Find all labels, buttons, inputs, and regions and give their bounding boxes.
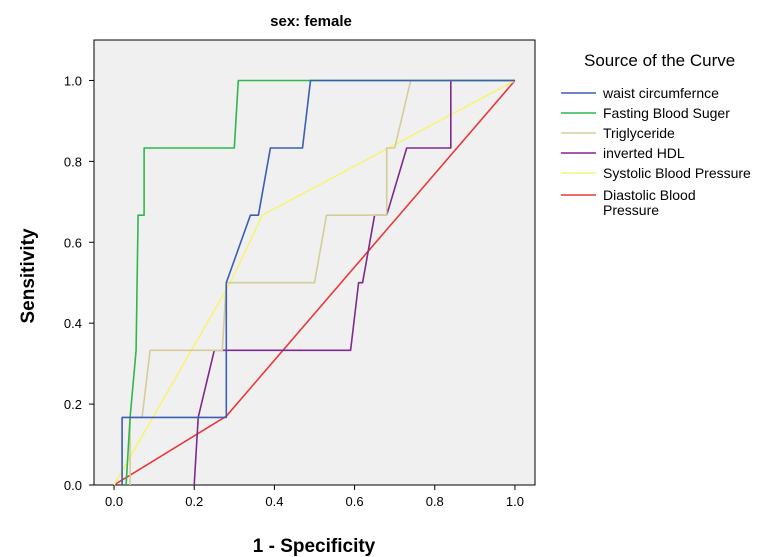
legend-label-diastolic-blood-pressure: Diastolic Blood Pressure	[603, 187, 696, 218]
legend-label-systolic-blood-pressure: Systolic Blood Pressure	[603, 165, 751, 181]
x-tick-label: 0.8	[426, 494, 444, 509]
legend: Source of the Curve waist circumfernce Fa…	[561, 51, 751, 218]
x-tick-label: 0.6	[346, 494, 364, 509]
legend-label-triglyceride: Triglyceride	[603, 125, 675, 141]
y-tick-label: 0.8	[64, 154, 82, 169]
y-axis-title: Sensitivity	[18, 228, 39, 323]
legend-title: Source of the Curve	[584, 51, 735, 70]
series-line-inverted-hdl	[193, 79, 515, 486]
legend-label-fasting-blood-suger: Fasting Blood Suger	[603, 105, 730, 121]
series-line-fasting-blood-suger	[125, 79, 515, 486]
x-tick-label: 0.2	[185, 494, 203, 509]
x-tick-label: 0.4	[265, 494, 283, 509]
legend-label-waist-circumfernce: waist circumfernce	[602, 85, 719, 101]
chart-title: sex: female	[270, 13, 352, 30]
series-lines	[113, 79, 516, 486]
plot-area	[93, 39, 536, 486]
x-tick-label: 0.0	[105, 494, 123, 509]
y-tick-label: 0.2	[64, 397, 82, 412]
x-tick-label: 1.0	[506, 494, 524, 509]
y-tick-label: 0.0	[64, 478, 82, 493]
series-line-waist-circumfernce	[121, 79, 515, 485]
x-axis-title: 1 - Specificity	[253, 536, 376, 557]
legend-label-inverted-hdl: inverted HDL	[603, 145, 685, 161]
legend-items: waist circumfernce Fasting Blood Suger Tri…	[561, 85, 751, 218]
y-tick-label: 0.4	[64, 316, 82, 331]
y-tick-label: 0.6	[64, 235, 82, 250]
y-tick-label: 1.0	[64, 73, 82, 88]
y-axis: 0.0 0.2 0.4 0.6 0.8 1.0	[64, 73, 94, 493]
x-axis: 0.0 0.2 0.4 0.6 0.8 1.0	[105, 485, 524, 509]
